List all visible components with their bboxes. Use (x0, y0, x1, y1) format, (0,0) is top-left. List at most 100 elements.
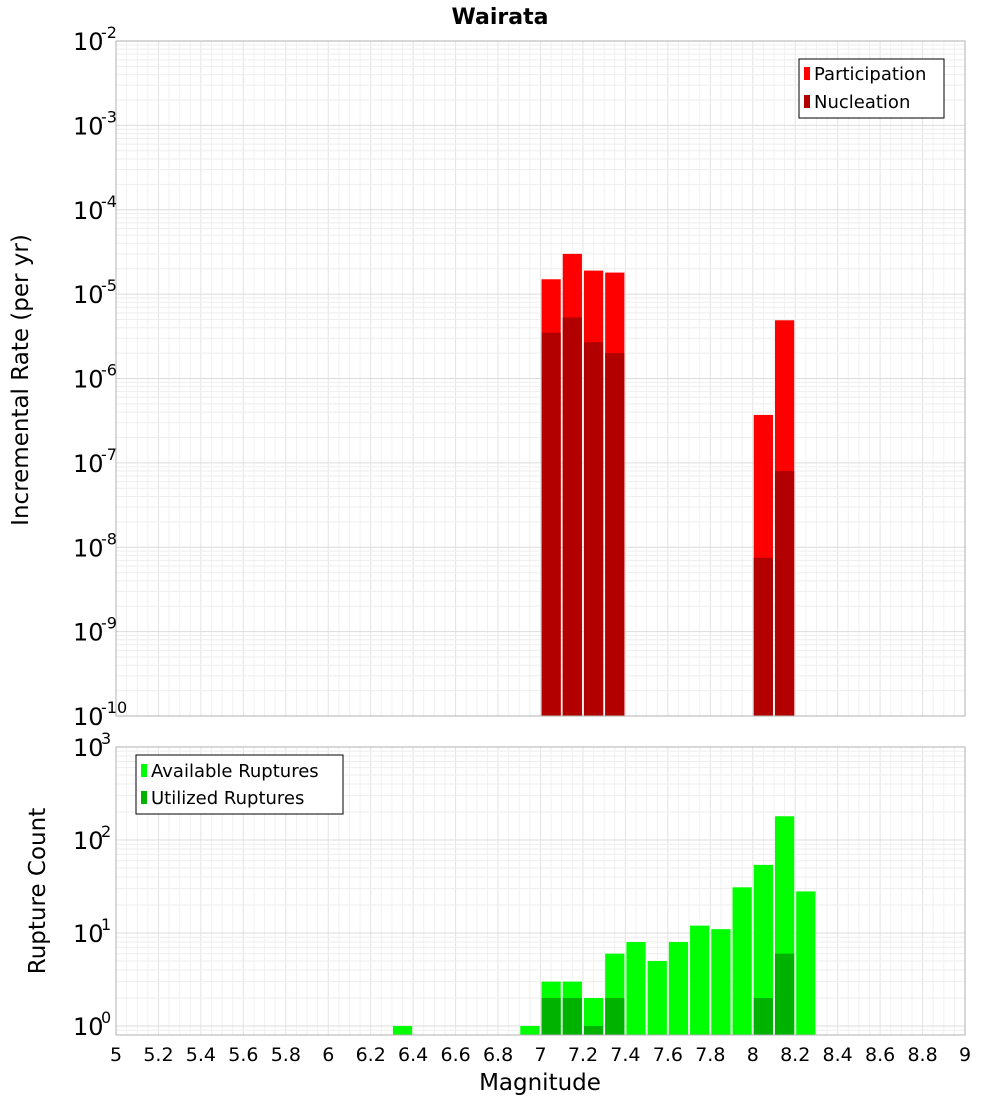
tick-base: 10 (73, 197, 104, 225)
x-tick-label: 8.6 (865, 1044, 895, 1066)
x-tick-label: 5.4 (186, 1044, 216, 1066)
x-tick-label: 8.4 (823, 1044, 853, 1066)
tick-exponent: -5 (101, 276, 117, 295)
bar-available-ruptures (711, 929, 731, 1035)
chart-title: Wairata (452, 5, 549, 30)
top-y-tick-label: 10-9 (73, 614, 117, 647)
x-tick-label: 5.2 (143, 1044, 173, 1066)
top-y-tick-label: 10-4 (73, 192, 117, 225)
legend-label-participation: Participation (814, 64, 926, 85)
bar-nucleation (583, 342, 604, 716)
top-y-tick-label: 10-8 (73, 529, 117, 562)
tick-exponent: -3 (101, 107, 117, 126)
tick-base: 10 (73, 112, 104, 140)
legend-swatch-nucleation (804, 95, 810, 108)
bar-nucleation (605, 353, 625, 716)
tick-exponent: -4 (101, 192, 117, 211)
bar-utilized-ruptures (583, 1025, 604, 1035)
legend-label-available-ruptures: Available Ruptures (151, 761, 319, 782)
x-tick-label: 5.8 (271, 1044, 301, 1066)
x-tick-label: 7.6 (653, 1044, 683, 1066)
legend-label-utilized-ruptures: Utilized Ruptures (151, 788, 304, 809)
bar-nucleation (562, 317, 582, 716)
top-y-tick-label: 10-10 (73, 698, 127, 731)
bar-available-ruptures (668, 942, 689, 1035)
bottom-y-tick-label: 101 (73, 915, 111, 948)
bar-nucleation (541, 332, 561, 716)
bar-available-ruptures (583, 997, 604, 1035)
x-tick-label: 8.2 (780, 1044, 810, 1066)
tick-exponent: -9 (101, 614, 117, 633)
bar-utilized-ruptures (562, 997, 582, 1035)
tick-base: 10 (73, 281, 104, 309)
tick-base: 10 (73, 920, 104, 948)
top-y-tick-labels: 10-210-310-410-510-610-710-810-910-10 (73, 23, 127, 731)
bar-available-ruptures (647, 960, 667, 1035)
x-tick-label: 7.2 (568, 1044, 598, 1066)
x-tick-label: 7.8 (695, 1044, 725, 1066)
tick-base: 10 (73, 28, 104, 56)
bar-utilized-ruptures (774, 953, 795, 1035)
bar-nucleation (774, 471, 795, 716)
tick-base: 10 (73, 366, 104, 394)
x-tick-label: 9 (959, 1044, 971, 1066)
top-y-tick-label: 10-2 (73, 23, 117, 56)
bar-utilized-ruptures (753, 997, 773, 1035)
x-tick-label: 7 (534, 1044, 546, 1066)
bar-nucleation (753, 557, 773, 716)
bottom-y-axis-title: Rupture Count (25, 808, 51, 974)
bottom-bars (392, 816, 816, 1035)
bar-available-ruptures (753, 864, 773, 1035)
top-bars (541, 253, 795, 716)
legend-swatch-participation (804, 67, 810, 80)
bar-utilized-ruptures (605, 997, 625, 1035)
legend-swatch-available-ruptures (141, 764, 147, 777)
top-legend: Participation Nucleation (798, 58, 945, 119)
tick-exponent: -2 (101, 23, 117, 42)
bar-available-ruptures (690, 925, 710, 1035)
tick-base: 10 (73, 734, 104, 762)
x-axis-title: Magnitude (479, 1070, 601, 1096)
bar-available-ruptures (626, 942, 646, 1035)
tick-base: 10 (73, 827, 104, 855)
tick-base: 10 (73, 1013, 104, 1041)
tick-base: 10 (73, 534, 104, 562)
x-tick-label: 6.2 (356, 1044, 386, 1066)
top-y-axis-title: Incremental Rate (per yr) (8, 234, 34, 526)
top-plot-frame (115, 40, 966, 717)
tick-base: 10 (73, 619, 104, 647)
top-y-tick-label: 10-5 (73, 276, 117, 309)
top-grid (115, 41, 966, 717)
bar-available-ruptures (392, 1025, 413, 1035)
tick-exponent: -8 (101, 529, 117, 548)
bottom-plot-frame (115, 746, 966, 1036)
x-tick-label: 6.4 (398, 1044, 428, 1066)
x-tick-label: 6.8 (483, 1044, 513, 1066)
tick-exponent: 3 (101, 729, 111, 748)
x-tick-label: 8.8 (907, 1044, 937, 1066)
bottom-y-tick-label: 100 (73, 1008, 111, 1041)
legend-swatch-utilized-ruptures (141, 791, 147, 804)
legend-label-nucleation: Nucleation (814, 92, 910, 113)
top-legend-box (798, 58, 945, 119)
tick-exponent: -6 (101, 361, 117, 380)
top-y-tick-label: 10-6 (73, 361, 117, 394)
x-tick-label: 7.4 (610, 1044, 640, 1066)
tick-exponent: 1 (101, 915, 111, 934)
bottom-legend-box (135, 754, 344, 815)
top-y-tick-label: 10-7 (73, 445, 117, 478)
x-tick-label: 8 (747, 1044, 759, 1066)
tick-exponent: 2 (101, 822, 111, 841)
bottom-y-tick-label: 103 (73, 729, 111, 762)
tick-exponent: -7 (101, 445, 117, 464)
x-tick-label: 6 (322, 1044, 334, 1066)
bottom-y-tick-label: 102 (73, 822, 111, 855)
bar-utilized-ruptures (541, 997, 561, 1035)
top-panel: 10-210-310-410-510-610-710-810-910-10 In… (8, 23, 966, 731)
bar-available-ruptures (796, 891, 816, 1035)
tick-exponent: -10 (101, 698, 127, 717)
x-tick-label: 5 (110, 1044, 122, 1066)
bar-available-ruptures (732, 887, 752, 1035)
